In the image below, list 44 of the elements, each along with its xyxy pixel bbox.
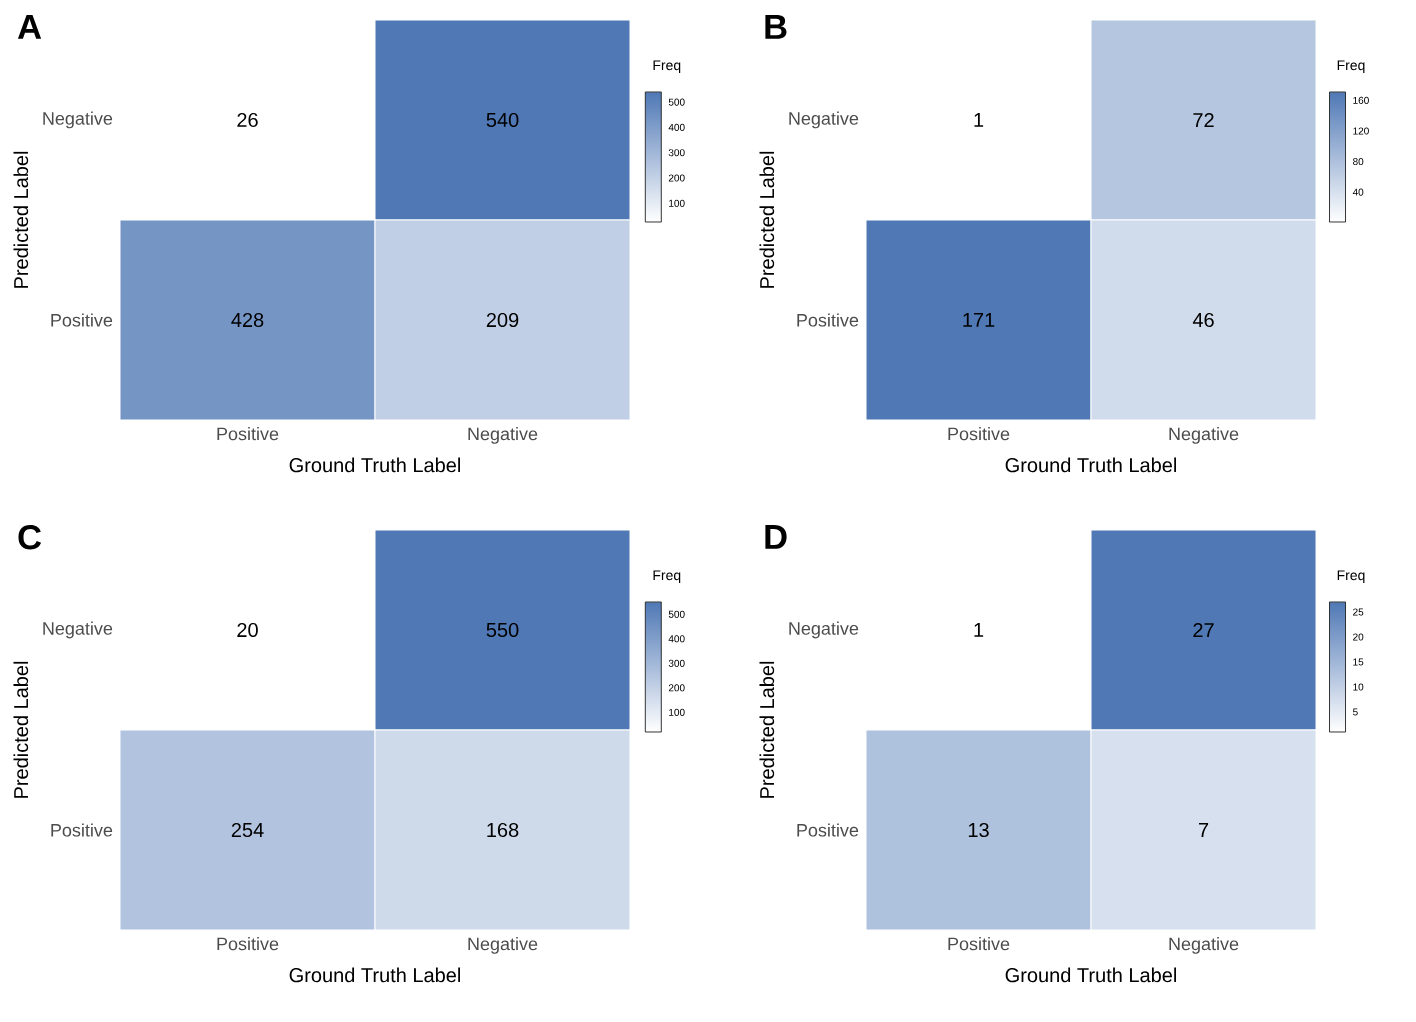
x-axis-title: Ground Truth Label	[289, 457, 460, 473]
data-label: 46	[1192, 312, 1214, 328]
y-tick-label: Positive	[797, 823, 859, 837]
y-axis-title: Predicted Label	[759, 151, 775, 288]
data-label: 27	[1193, 623, 1214, 637]
x-tick-label: Negative	[468, 937, 538, 954]
x-axis-title: Ground Truth Label	[1005, 457, 1176, 473]
chart-title: A	[17, 15, 42, 39]
data-label: 7	[1198, 823, 1209, 837]
x-tick-label: Negative	[468, 427, 538, 444]
data-label: 254	[231, 822, 264, 838]
data-label: 171	[963, 313, 995, 327]
y-axis-title: Predicted Label	[13, 661, 29, 798]
chart-title: B	[765, 15, 787, 39]
y-tick-label: Positive	[797, 313, 859, 327]
x-tick-label: Positive	[948, 937, 1010, 951]
data-label: 72	[1193, 113, 1214, 127]
data-label: 209	[486, 312, 519, 328]
x-axis-title: Ground Truth Label	[1005, 967, 1176, 983]
data-label: 13	[968, 822, 989, 838]
x-tick-label: Positive	[217, 427, 279, 441]
chart-title: D	[765, 525, 787, 549]
y-tick-label: Positive	[51, 313, 113, 327]
data-label: 428	[231, 312, 264, 328]
data-label: 550	[486, 622, 519, 638]
data-label: 540	[486, 112, 519, 128]
y-axis-title: Predicted Label	[13, 151, 29, 288]
y-tick-label: Negative	[789, 621, 859, 639]
data-label: 1	[974, 113, 984, 127]
data-label: 1	[974, 623, 984, 637]
x-tick-label: Positive	[948, 427, 1010, 441]
y-tick-label: Positive	[51, 823, 113, 837]
data-label: 26	[237, 112, 258, 128]
y-tick-label: Negative	[789, 111, 859, 129]
y-tick-label: Negative	[43, 111, 113, 129]
data-label: 20	[237, 622, 258, 638]
x-tick-label: Negative	[1169, 427, 1239, 444]
y-axis-title: Predicted Label	[759, 661, 775, 798]
x-tick-label: Positive	[217, 937, 279, 951]
x-axis-title: Ground Truth Label	[289, 967, 460, 983]
y-tick-label: Negative	[43, 621, 113, 639]
x-tick-label: Negative	[1169, 937, 1239, 954]
data-label: 168	[487, 822, 519, 838]
chart-title: C	[18, 525, 42, 550]
